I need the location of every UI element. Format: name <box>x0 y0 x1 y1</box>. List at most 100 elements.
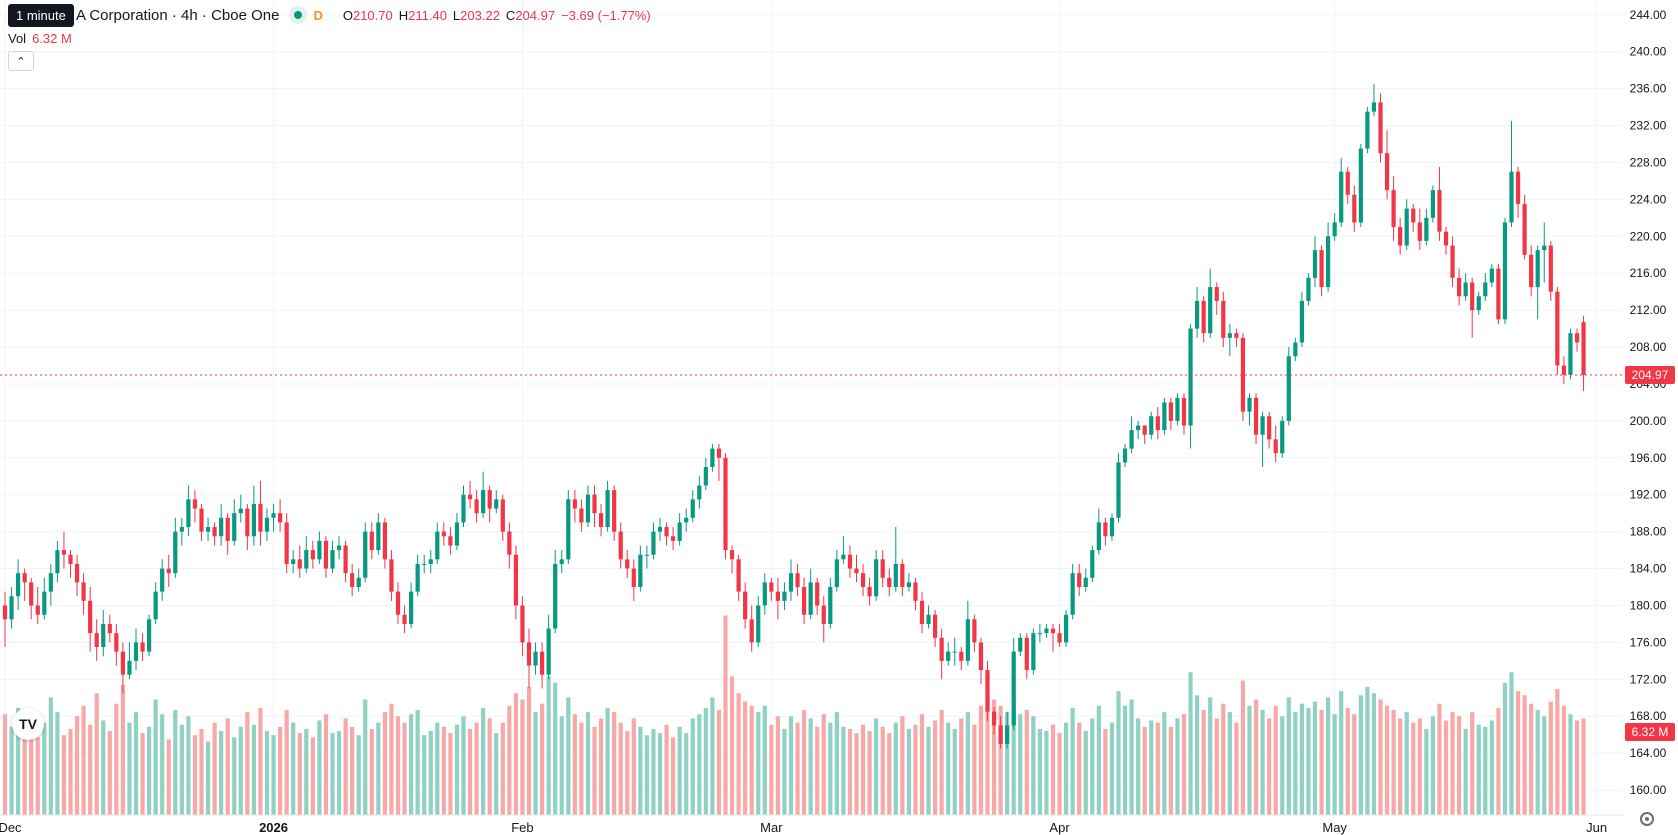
candle <box>1103 517 1108 546</box>
volume-bar <box>644 735 649 815</box>
low-value: 203.22 <box>460 7 500 23</box>
candle <box>1234 328 1239 348</box>
volume-bar <box>147 726 152 815</box>
candle-body <box>1404 208 1409 246</box>
volume-bar <box>690 718 695 815</box>
data-status-label[interactable]: D <box>313 7 323 23</box>
candle <box>1136 420 1141 440</box>
volume-bar <box>1398 718 1403 815</box>
candle-body <box>815 582 820 606</box>
candle <box>939 628 944 680</box>
candlesticks <box>2 83 1586 749</box>
candle <box>1168 397 1173 431</box>
volume-bar <box>166 739 171 815</box>
candle-body <box>1542 245 1547 251</box>
volume-bar <box>1365 686 1370 815</box>
volume-bar <box>317 720 322 815</box>
candle-body <box>651 531 656 555</box>
candle <box>887 568 892 597</box>
candle <box>867 577 872 606</box>
candle <box>356 568 361 592</box>
volume-bar <box>356 735 361 815</box>
gear-icon[interactable] <box>1640 812 1654 826</box>
candle-body <box>199 508 204 532</box>
candle-body <box>1332 222 1337 237</box>
time-axis[interactable]: Dec 2026 Feb Mar Apr May Jun <box>0 820 1607 835</box>
candle <box>153 582 158 624</box>
candle <box>409 582 414 629</box>
open-value: 210.70 <box>352 7 393 23</box>
volume-bar <box>1227 712 1232 815</box>
candle <box>592 485 597 528</box>
candle <box>140 633 145 661</box>
candle <box>48 563 53 606</box>
candle <box>9 587 14 629</box>
candle-body <box>1515 171 1521 204</box>
candle-body <box>1103 522 1108 537</box>
volume-bar <box>1522 695 1527 815</box>
candle-body <box>887 577 892 588</box>
candle-body <box>1574 333 1580 343</box>
volume-bar <box>769 724 774 815</box>
volume-bar <box>893 722 898 815</box>
candle <box>965 600 970 666</box>
candle <box>1437 167 1442 241</box>
candle-body <box>1443 231 1449 246</box>
volume-bar <box>1561 705 1566 815</box>
candle <box>684 508 689 532</box>
volume-bar <box>225 718 230 815</box>
market-status-icon[interactable] <box>289 6 308 24</box>
candle <box>1319 245 1324 297</box>
candle-body <box>1096 522 1101 551</box>
low-label: L <box>452 7 461 23</box>
candle-body <box>1037 633 1042 635</box>
candle-body <box>1077 573 1082 588</box>
candle <box>1267 411 1272 449</box>
candle-body <box>1496 268 1501 320</box>
y-tick-label: 240.00 <box>1630 45 1667 59</box>
collapse-legend-button[interactable]: ⌃ <box>8 51 34 71</box>
volume-bar <box>219 731 224 815</box>
candle-body <box>278 513 283 523</box>
candle <box>461 485 466 528</box>
price-axis[interactable]: 244.00 240.00 236.00 232.00 228.00 224.00 220.… <box>1630 8 1667 797</box>
candle <box>1384 130 1390 200</box>
volume-bar <box>1077 722 1082 815</box>
volume-bar <box>68 728 73 815</box>
candle-body <box>461 494 466 523</box>
candle-body <box>402 614 407 624</box>
candle-body <box>638 554 643 588</box>
candle <box>1326 222 1331 292</box>
candle-body <box>1463 282 1468 297</box>
candle-body <box>22 573 27 583</box>
volume-bar <box>1050 724 1056 815</box>
volume-bar <box>1345 707 1350 815</box>
x-tick-label: Jun <box>1586 820 1607 835</box>
candle <box>1260 411 1265 468</box>
candle <box>101 610 106 657</box>
volume-bar <box>435 722 440 815</box>
candle-body <box>356 577 361 588</box>
candle <box>1502 217 1508 324</box>
candle-body <box>1011 651 1016 726</box>
candle <box>625 550 630 578</box>
candle <box>1122 443 1128 468</box>
candle <box>1253 393 1259 444</box>
volume-bar <box>782 728 787 815</box>
volume-bar <box>736 693 741 815</box>
candle <box>369 522 374 560</box>
candle-body <box>1175 397 1180 421</box>
symbol-title[interactable]: A Corporation · 4h · Cboe One <box>76 6 280 24</box>
candle-body <box>9 596 14 620</box>
candle <box>1470 277 1475 338</box>
candle-body <box>1509 171 1514 223</box>
volume-bar <box>815 726 820 815</box>
candle <box>854 554 859 583</box>
volume-bar <box>48 697 53 815</box>
candle-body <box>546 628 551 675</box>
candle-body <box>664 527 669 537</box>
candle <box>29 577 34 620</box>
tradingview-logo[interactable]: TV <box>12 708 44 740</box>
volume-bar <box>1162 712 1167 815</box>
